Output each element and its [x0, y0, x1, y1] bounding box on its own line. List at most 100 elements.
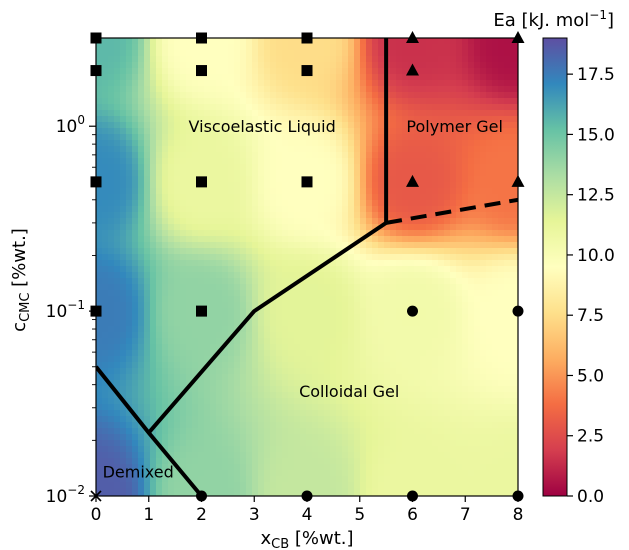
- heat-cell: [444, 398, 451, 405]
- heat-cell: [432, 386, 439, 393]
- heat-cell: [102, 254, 109, 261]
- heat-cell: [324, 434, 331, 441]
- heat-cell: [222, 488, 229, 495]
- heat-cell: [474, 470, 481, 477]
- heat-cell: [312, 242, 319, 249]
- heat-cell: [444, 374, 451, 381]
- heat-cell: [108, 38, 115, 45]
- heat-cell: [348, 410, 355, 417]
- heat-cell: [432, 476, 439, 483]
- heat-cell: [216, 422, 223, 429]
- heat-cell: [204, 68, 211, 75]
- heat-cell: [210, 50, 217, 57]
- heat-cell: [378, 302, 385, 309]
- heat-cell: [270, 284, 277, 291]
- heat-cell: [342, 230, 349, 237]
- heat-cell: [342, 380, 349, 387]
- heat-cell: [324, 320, 331, 327]
- heat-cell: [468, 74, 475, 81]
- heat-cell: [324, 446, 331, 453]
- heat-cell: [408, 110, 415, 117]
- heat-cell: [426, 488, 433, 495]
- heat-cell: [306, 74, 313, 81]
- heat-cell: [156, 50, 163, 57]
- heat-cell: [210, 320, 217, 327]
- heat-cell: [102, 62, 109, 69]
- heat-cell: [420, 134, 427, 141]
- heat-cell: [144, 416, 151, 423]
- heat-cell: [210, 128, 217, 135]
- heat-cell: [414, 386, 421, 393]
- heat-cell: [120, 428, 127, 435]
- heat-cell: [372, 242, 379, 249]
- heat-cell: [114, 338, 121, 345]
- heat-cell: [456, 272, 463, 279]
- heat-cell: [330, 206, 337, 213]
- heat-cell: [324, 410, 331, 417]
- heat-cell: [456, 128, 463, 135]
- heat-cell: [432, 434, 439, 441]
- heat-cell: [102, 422, 109, 429]
- heat-cell: [138, 272, 145, 279]
- heat-cell: [438, 470, 445, 477]
- heat-cell: [234, 50, 241, 57]
- heat-cell: [438, 122, 445, 129]
- heat-cell: [462, 392, 469, 399]
- heat-cell: [318, 326, 325, 333]
- heat-cell: [378, 434, 385, 441]
- heat-cell: [264, 242, 271, 249]
- heat-cell: [348, 332, 355, 339]
- heat-cell: [264, 230, 271, 237]
- heat-cell: [228, 428, 235, 435]
- heat-cell: [276, 326, 283, 333]
- heat-cell: [480, 128, 487, 135]
- heat-cell: [246, 362, 253, 369]
- heat-cell: [480, 398, 487, 405]
- heat-cell: [120, 404, 127, 411]
- heat-cell: [300, 392, 307, 399]
- heat-cell: [294, 122, 301, 129]
- heat-cell: [480, 62, 487, 69]
- heat-cell: [156, 482, 163, 489]
- heat-cell: [438, 416, 445, 423]
- heat-cell: [234, 128, 241, 135]
- heat-cell: [444, 44, 451, 51]
- heat-cell: [474, 290, 481, 297]
- heat-cell: [378, 398, 385, 405]
- heat-cell: [186, 212, 193, 219]
- heat-cell: [204, 434, 211, 441]
- heat-cell: [378, 260, 385, 267]
- heat-cell: [204, 452, 211, 459]
- heat-cell: [372, 326, 379, 333]
- heat-cell: [468, 62, 475, 69]
- heat-cell: [360, 152, 367, 159]
- heat-cell: [312, 464, 319, 471]
- heat-cell: [396, 50, 403, 57]
- heat-cell: [276, 368, 283, 375]
- heat-cell: [168, 242, 175, 249]
- heat-cell: [420, 326, 427, 333]
- heat-cell: [324, 224, 331, 231]
- heat-cell: [180, 44, 187, 51]
- heat-cell: [360, 260, 367, 267]
- heat-cell: [156, 38, 163, 45]
- heat-cell: [402, 326, 409, 333]
- heat-cell: [264, 290, 271, 297]
- heat-cell: [330, 170, 337, 177]
- heat-cell: [390, 212, 397, 219]
- heat-cell: [312, 158, 319, 165]
- heat-cell: [204, 302, 211, 309]
- heat-cell: [294, 236, 301, 243]
- heat-cell: [258, 134, 265, 141]
- heat-cell: [192, 290, 199, 297]
- heat-cell: [138, 416, 145, 423]
- heat-cell: [120, 176, 127, 183]
- heat-cell: [126, 44, 133, 51]
- heat-cell: [126, 476, 133, 483]
- heat-cell: [144, 374, 151, 381]
- heat-cell: [144, 434, 151, 441]
- heat-cell: [228, 62, 235, 69]
- heat-cell: [258, 392, 265, 399]
- heat-cell: [372, 194, 379, 201]
- heat-cell: [420, 80, 427, 87]
